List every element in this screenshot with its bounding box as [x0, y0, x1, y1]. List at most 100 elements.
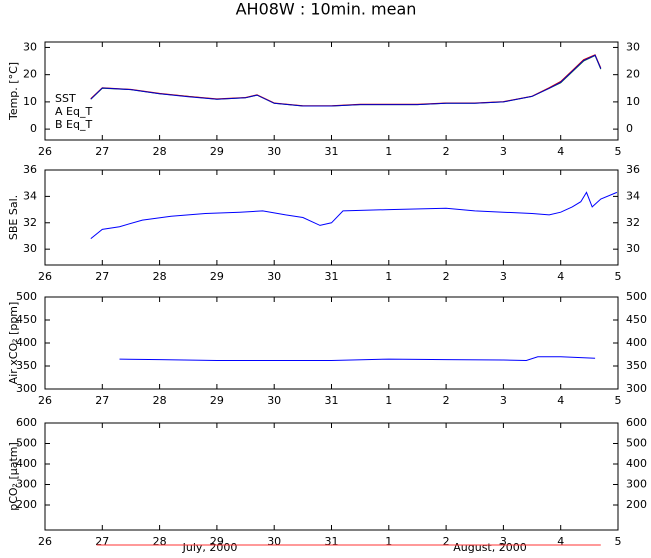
y-tick-label: 34 [626, 189, 640, 202]
x-tick-label: 3 [500, 270, 507, 283]
x-tick-label: 27 [95, 535, 109, 548]
y-axis-label: SBE Sal. [7, 195, 20, 240]
y-tick-label: 36 [626, 163, 640, 176]
legend-entry: B Eq_T [55, 118, 92, 131]
x-tick-label: 2 [443, 145, 450, 158]
y-tick-label: 30 [626, 242, 640, 255]
x-tick-label: 30 [267, 394, 281, 407]
x-tick-label: 3 [500, 535, 507, 548]
x-tick-label: 2 [443, 270, 450, 283]
y-tick-label: 32 [23, 216, 37, 229]
x-tick-label: 5 [615, 394, 622, 407]
annotation: August, 2000 [453, 541, 526, 554]
x-tick-label: 4 [557, 270, 564, 283]
y-tick-label: 0 [626, 122, 633, 135]
y-tick-label: 500 [626, 290, 647, 303]
x-tick-label: 1 [385, 270, 392, 283]
y-tick-label: 600 [626, 416, 647, 429]
y-tick-label: 400 [626, 457, 647, 470]
x-tick-label: 31 [325, 394, 339, 407]
x-tick-label: 28 [153, 145, 167, 158]
y-tick-label: 300 [626, 382, 647, 395]
y-tick-label: 200 [626, 498, 647, 511]
x-tick-label: 30 [267, 145, 281, 158]
x-tick-label: 5 [615, 535, 622, 548]
series-line [90, 54, 602, 107]
x-tick-label: 5 [615, 270, 622, 283]
y-tick-label: 30 [626, 40, 640, 53]
y-tick-label: 300 [16, 382, 37, 395]
x-tick-label: 4 [557, 535, 564, 548]
x-tick-label: 28 [153, 270, 167, 283]
y-tick-label: 400 [626, 336, 647, 349]
plot-frame [44, 169, 619, 266]
x-tick-label: 26 [38, 145, 52, 158]
x-tick-label: 3 [500, 145, 507, 158]
x-tick-label: 29 [210, 394, 224, 407]
y-tick-label: 36 [23, 163, 37, 176]
y-axis-label: Temp. [°C] [7, 62, 20, 121]
x-tick-label: 1 [385, 535, 392, 548]
legend-entry: SST [55, 92, 76, 105]
x-tick-label: 5 [615, 145, 622, 158]
y-tick-label: 20 [23, 68, 37, 81]
x-tick-label: 29 [210, 535, 224, 548]
x-tick-label: 1 [385, 145, 392, 158]
y-tick-label: 34 [23, 189, 37, 202]
x-tick-label: 29 [210, 145, 224, 158]
series-line [90, 191, 618, 239]
y-axis-label: pCO₂ [µatm] [7, 442, 20, 511]
y-tick-label: 30 [23, 242, 37, 255]
y-tick-label: 32 [626, 216, 640, 229]
plot-frame [44, 296, 619, 390]
x-tick-label: 28 [153, 535, 167, 548]
y-tick-label: 0 [30, 122, 37, 135]
x-tick-label: 4 [557, 394, 564, 407]
x-tick-label: 4 [557, 145, 564, 158]
x-tick-label: 31 [325, 145, 339, 158]
x-tick-label: 1 [385, 394, 392, 407]
series-line [119, 356, 596, 362]
x-tick-label: 31 [325, 270, 339, 283]
annotation: July, 2000 [182, 541, 238, 554]
x-tick-label: 3 [500, 394, 507, 407]
y-tick-label: 300 [626, 477, 647, 490]
series-line [90, 54, 602, 107]
plot-frame [44, 41, 619, 141]
x-tick-label: 27 [95, 145, 109, 158]
y-tick-label: 10 [626, 95, 640, 108]
x-tick-label: 27 [95, 394, 109, 407]
y-tick-label: 500 [16, 436, 37, 449]
x-tick-label: 26 [38, 535, 52, 548]
y-tick-label: 400 [16, 457, 37, 470]
y-tick-label: 600 [16, 416, 37, 429]
x-tick-label: 28 [153, 394, 167, 407]
x-tick-label: 30 [267, 535, 281, 548]
y-tick-label: 350 [626, 359, 647, 372]
y-tick-label: 10 [23, 95, 37, 108]
y-tick-label: 300 [16, 477, 37, 490]
y-tick-label: 450 [626, 313, 647, 326]
x-tick-label: 29 [210, 270, 224, 283]
legend-entry: A Eq_T [55, 105, 92, 118]
y-tick-label: 20 [626, 68, 640, 81]
x-tick-label: 26 [38, 394, 52, 407]
chart-title: AH08W : 10min. mean [236, 0, 417, 19]
x-tick-label: 27 [95, 270, 109, 283]
y-tick-label: 350 [16, 359, 37, 372]
y-axis-label: Air xCO₂ [ppm] [7, 302, 20, 385]
plot-frame [44, 422, 619, 531]
y-tick-label: 450 [16, 313, 37, 326]
y-tick-label: 400 [16, 336, 37, 349]
y-tick-label: 30 [23, 40, 37, 53]
x-tick-label: 30 [267, 270, 281, 283]
y-tick-label: 500 [16, 290, 37, 303]
y-tick-label: 500 [626, 436, 647, 449]
x-tick-label: 2 [443, 535, 450, 548]
x-tick-label: 2 [443, 394, 450, 407]
x-tick-label: 26 [38, 270, 52, 283]
x-tick-label: 31 [325, 535, 339, 548]
y-tick-label: 200 [16, 498, 37, 511]
